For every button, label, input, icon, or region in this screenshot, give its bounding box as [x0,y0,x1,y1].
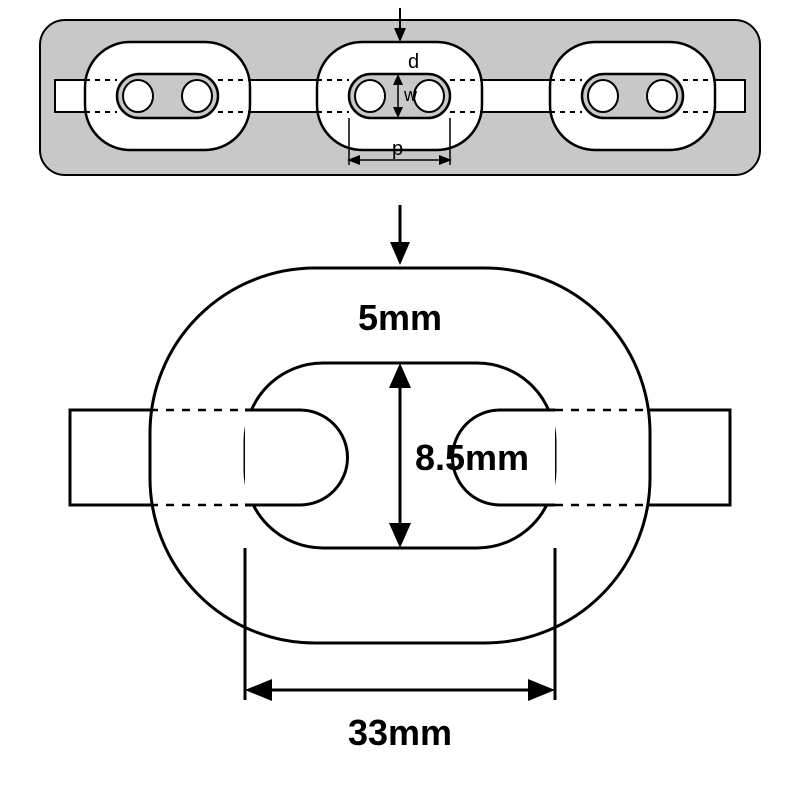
chain-link-2 [317,42,482,150]
label-5mm: 5mm [358,297,442,338]
inner-bar-end-left [245,410,347,505]
label-w: w [403,85,418,105]
chain-link-diagram: d w p [0,0,800,800]
label-33mm: 33mm [348,712,452,753]
chain-link-3 [550,42,715,150]
chain-link-1 [85,42,250,150]
dim-arrow-d-detail [390,205,410,265]
label-8-5mm: 8.5mm [415,437,529,478]
label-d: d [408,51,419,73]
label-p: p [392,138,403,160]
detail-panel: 5mm 8.5mm 33mm [70,205,730,753]
top-panel: d w p [40,8,760,175]
